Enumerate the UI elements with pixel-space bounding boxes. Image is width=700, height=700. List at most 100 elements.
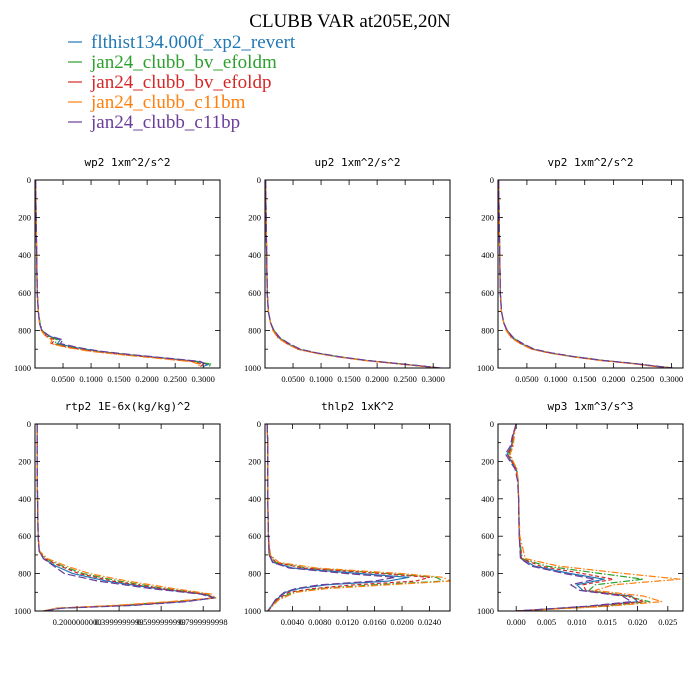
- ytick-label-2-3: 600: [481, 288, 494, 298]
- panel-1: up2 1xm^2/s^2 0 200 400 600 800 1000 0.0500 0.10…: [244, 156, 451, 384]
- panel-title-1: up2 1xm^2/s^2: [314, 156, 400, 169]
- xtick-label-1-1: 0.1000: [309, 374, 332, 384]
- panel-title-0: wp2 1xm^2/s^2: [84, 156, 170, 169]
- series-line-1-0: [265, 180, 439, 368]
- panel-title-5: wp3 1xm^3/s^3: [547, 400, 633, 413]
- panel-ticks-2: 0 200 400 600 800 1000 0.0500 0.1000 0.1500 0.200…: [477, 175, 683, 384]
- xtick-label-0-1: 0.1000: [79, 374, 102, 384]
- panel-title-2: vp2 1xm^2/s^2: [547, 156, 633, 169]
- xtick-label-1-0: 0.0500: [281, 374, 304, 384]
- series-line-0-2: [35, 180, 204, 367]
- series-line-2-3: [498, 180, 671, 368]
- xtick-label-0-2: 0.1500: [107, 374, 130, 384]
- ytick-label-3-5: 1000: [14, 606, 31, 616]
- panel-ticks-1: 0 200 400 600 800 1000 0.0500 0.1000 0.1500 0.200…: [244, 175, 450, 384]
- xtick-label-3-2: 0.5999999999: [137, 617, 186, 627]
- xtick-label-5-2: 0.010: [567, 617, 586, 627]
- ytick-label-0-1: 200: [18, 213, 31, 223]
- series-line-3-2: [36, 424, 216, 611]
- panel-title-3: rtp2 1E-6x(kg/kg)^2: [65, 400, 191, 413]
- ytick-label-1-2: 400: [248, 250, 261, 260]
- xtick-label-2-4: 0.2500: [631, 374, 654, 384]
- legend-entry-0: flthist134.000f_xp2_revert: [91, 32, 296, 53]
- series-line-2-0: [498, 180, 672, 368]
- xtick-label-5-4: 0.020: [628, 617, 647, 627]
- panel-series-3: [36, 424, 217, 611]
- panel-ticks-3: 0 200 400 600 800 1000 0.20000000000.399999999…: [14, 419, 228, 627]
- panel-frame-0: [34, 179, 221, 369]
- ytick-label-1-4: 800: [248, 325, 261, 335]
- series-line-1-1: [265, 180, 440, 368]
- legend: flthist134.000f_xp2_revertjan24_clubb_bv…: [68, 32, 296, 133]
- series-line-4-0: [266, 424, 410, 611]
- series-line-5-3: [509, 424, 681, 611]
- xtick-label-5-1: 0.005: [537, 617, 556, 627]
- xtick-label-0-0: 0.0500: [51, 374, 74, 384]
- panel-series-2: [498, 180, 674, 368]
- xtick-label-3-0: 0.2000000000: [53, 617, 102, 627]
- panel-frame-1: [264, 179, 451, 369]
- ytick-label-4-0: 0: [257, 419, 261, 429]
- ytick-label-2-5: 1000: [477, 363, 494, 373]
- ytick-label-3-2: 400: [18, 494, 31, 504]
- series-line-2-2: [498, 180, 671, 368]
- xtick-label-5-0: 0.000: [507, 617, 526, 627]
- ytick-label-0-2: 400: [18, 250, 31, 260]
- panel-series-0: [35, 180, 213, 368]
- panel-frame-2: [497, 179, 684, 369]
- ytick-label-5-1: 200: [481, 456, 494, 466]
- panel-4: thlp2 1xK^2 0 200 400 600 800 1000 0.0040 0.0080…: [244, 400, 451, 627]
- legend-entry-4: jan24_clubb_c11bp: [90, 112, 240, 133]
- series-line-2-1: [498, 180, 673, 368]
- ytick-label-5-4: 800: [481, 569, 494, 579]
- series-line-0-1: [35, 180, 213, 367]
- series-line-1-2: [265, 180, 439, 368]
- ytick-label-4-5: 1000: [244, 606, 261, 616]
- ytick-label-0-5: 1000: [14, 363, 31, 373]
- series-line-2-4: [498, 180, 674, 368]
- ytick-label-1-3: 600: [248, 288, 261, 298]
- ytick-label-3-4: 800: [18, 569, 31, 579]
- xtick-label-2-0: 0.0500: [515, 374, 538, 384]
- ytick-label-3-3: 600: [18, 531, 31, 541]
- legend-entry-1: jan24_clubb_bv_efoldm: [90, 52, 277, 73]
- ytick-label-5-0: 0: [490, 419, 494, 429]
- ytick-label-4-3: 600: [248, 531, 261, 541]
- xtick-label-4-4: 0.0200: [390, 617, 413, 627]
- xtick-label-5-5: 0.025: [658, 617, 677, 627]
- xtick-label-1-3: 0.2000: [365, 374, 388, 384]
- xtick-label-4-2: 0.0120: [336, 617, 359, 627]
- series-line-0-4: [35, 180, 207, 367]
- xtick-label-4-0: 0.0040: [281, 617, 304, 627]
- panel-series-1: [265, 180, 441, 368]
- xtick-label-2-1: 0.1000: [544, 374, 567, 384]
- xtick-label-1-5: 0.3000: [421, 374, 444, 384]
- panels-grid: wp2 1xm^2/s^2 0 200 400 600 800 1000 0.0500 0.10…: [14, 156, 684, 627]
- xtick-label-0-5: 0.3000: [191, 374, 214, 384]
- ytick-label-0-0: 0: [27, 175, 31, 185]
- ytick-label-2-4: 800: [481, 325, 494, 335]
- xtick-label-4-1: 0.0080: [308, 617, 331, 627]
- xtick-label-0-4: 0.2500: [163, 374, 186, 384]
- ytick-label-4-1: 200: [248, 456, 261, 466]
- xtick-label-3-1: 0.3999999999: [95, 617, 144, 627]
- panel-series-5: [504, 424, 681, 611]
- ytick-label-5-5: 1000: [477, 606, 494, 616]
- panel-ticks-0: 0 200 400 600 800 1000 0.0500 0.1000 0.1500 0.200…: [14, 175, 220, 384]
- panel-title-4: thlp2 1xK^2: [321, 400, 394, 413]
- xtick-label-1-2: 0.1500: [337, 374, 360, 384]
- xtick-label-2-2: 0.1500: [573, 374, 596, 384]
- ytick-label-4-4: 800: [248, 569, 261, 579]
- xtick-label-2-5: 0.3000: [660, 374, 683, 384]
- ytick-label-2-0: 0: [490, 175, 494, 185]
- ytick-label-1-5: 1000: [244, 363, 261, 373]
- xtick-label-1-4: 0.2500: [393, 374, 416, 384]
- xtick-label-0-3: 0.2000: [135, 374, 158, 384]
- ytick-label-1-0: 0: [257, 175, 261, 185]
- xtick-label-3-3: 0.7999999998: [179, 617, 228, 627]
- series-line-0-0: [35, 180, 210, 368]
- ytick-label-3-0: 0: [27, 419, 31, 429]
- series-line-5-2: [507, 424, 645, 611]
- panel-ticks-4: 0 200 400 600 800 1000 0.0040 0.0080 0.0120 0.016…: [244, 419, 450, 627]
